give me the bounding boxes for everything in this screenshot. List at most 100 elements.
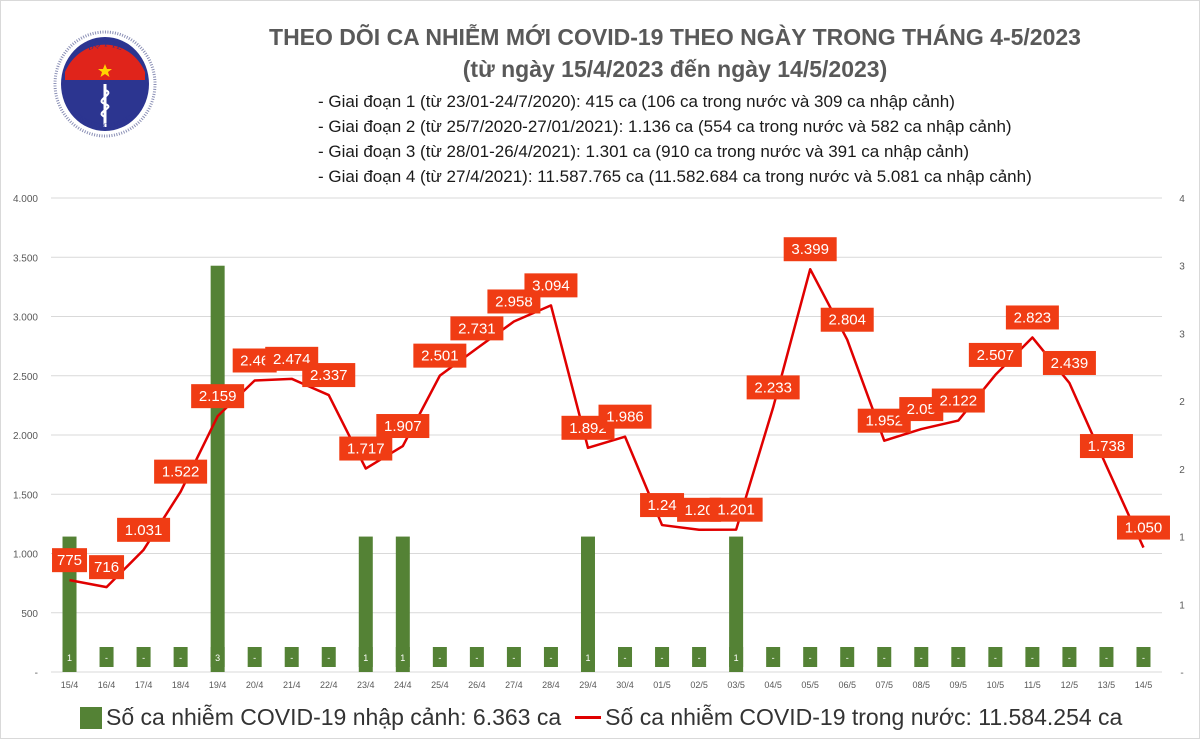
line-data-label: 2.823 bbox=[1014, 309, 1052, 326]
line-data-label-box bbox=[1116, 515, 1170, 540]
bar bbox=[580, 536, 595, 672]
bar-data-label: - bbox=[327, 653, 330, 663]
x-tick-label: 14/5 bbox=[1135, 680, 1153, 690]
line-data-label-box bbox=[640, 493, 685, 518]
x-tick-label: 03/5 bbox=[727, 680, 745, 690]
line-data-label-box bbox=[820, 307, 874, 332]
y-left-tick-label: 2.000 bbox=[13, 431, 38, 442]
bar-data-label: 3 bbox=[215, 653, 220, 663]
y-left-tick-label: 2.500 bbox=[13, 372, 38, 383]
bar-data-label: 1 bbox=[67, 653, 72, 663]
bar-data-label-box bbox=[840, 647, 855, 667]
y-right-tick-label: 3 bbox=[1179, 329, 1185, 340]
y-right-tick-label: 4 bbox=[1179, 194, 1185, 205]
x-tick-label: 09/5 bbox=[950, 680, 968, 690]
bar-data-label-box bbox=[469, 647, 484, 667]
bar-data-label-box bbox=[1025, 647, 1040, 667]
x-tick-label: 13/5 bbox=[1098, 680, 1116, 690]
bar-data-label-box bbox=[655, 647, 670, 667]
bar-data-label-box bbox=[358, 647, 373, 667]
line-data-label-box bbox=[783, 237, 837, 262]
x-tick-label: 05/5 bbox=[801, 680, 819, 690]
bar-data-label: - bbox=[846, 653, 849, 663]
line-data-label: 775 bbox=[57, 552, 82, 569]
bar-data-label-box bbox=[543, 647, 558, 667]
x-tick-label: 27/4 bbox=[505, 680, 523, 690]
combo-chart: - 500 1.000 1.500 2.000 2.500 3.000 3.500 4.000 -… bbox=[13, 194, 1185, 690]
x-tick-label: 18/4 bbox=[172, 680, 190, 690]
x-tick-label: 29/4 bbox=[579, 680, 597, 690]
x-tick-label: 28/4 bbox=[542, 680, 560, 690]
line-data-label-box bbox=[598, 404, 652, 429]
bar-data-label: - bbox=[809, 653, 812, 663]
bar-data-label: - bbox=[883, 653, 886, 663]
bar-data-label-box bbox=[136, 647, 151, 667]
bar-data-label: - bbox=[179, 653, 182, 663]
line-data-label: 1.201 bbox=[717, 502, 755, 519]
line-data-label: 2.439 bbox=[1051, 355, 1089, 372]
bar-data-label: - bbox=[1031, 653, 1034, 663]
bar-data-label-box bbox=[914, 647, 929, 667]
bar-data-label-box bbox=[284, 647, 299, 667]
line-data-label: 2.122 bbox=[940, 393, 978, 410]
line-data-label: 2.804 bbox=[828, 312, 866, 329]
line-data-label: 3.399 bbox=[791, 241, 829, 258]
x-tick-label: 02/5 bbox=[690, 680, 708, 690]
y-left-tick-label: 4.000 bbox=[13, 194, 38, 205]
bar-data-label: - bbox=[920, 653, 923, 663]
bar-data-label-box bbox=[1062, 647, 1077, 667]
line-data-label-box bbox=[931, 388, 985, 413]
y-right-tick-label: 3 bbox=[1179, 262, 1185, 273]
bar-data-label-box bbox=[395, 647, 410, 667]
line-data-label: 2.474 bbox=[273, 351, 311, 368]
bar-data-label: 1 bbox=[363, 653, 368, 663]
x-tick-label: 08/5 bbox=[913, 680, 931, 690]
legend: Số ca nhiễm COVID-19 nhập cảnh: 6.363 ca… bbox=[80, 704, 1122, 731]
phase-3-text: - Giai đoạn 3 (từ 28/01-26/4/2021): 1.30… bbox=[318, 142, 970, 161]
bar-data-label: - bbox=[994, 653, 997, 663]
line-data-label-box bbox=[376, 414, 430, 439]
bar-data-label-box bbox=[951, 647, 966, 667]
line-data-label: 1.050 bbox=[1125, 520, 1163, 537]
x-tick-label: 11/5 bbox=[1024, 680, 1041, 690]
line-data-label-box bbox=[52, 548, 88, 573]
line-data-label-box bbox=[968, 342, 1022, 367]
x-tick-label: 06/5 bbox=[838, 680, 856, 690]
line-data-label: 716 bbox=[94, 559, 119, 576]
line-data-label: 2.501 bbox=[421, 348, 459, 365]
ministry-of-health-logo: BỘ Y TẾ MINISTRY OF HEALTH bbox=[53, 30, 157, 138]
line-data-label-box bbox=[117, 517, 171, 542]
line-data-label: 2.507 bbox=[977, 347, 1015, 364]
line-data-label: 1.031 bbox=[125, 522, 163, 539]
bar-data-label: - bbox=[661, 653, 664, 663]
line-data-label: 2.337 bbox=[310, 367, 348, 384]
x-tick-label: 04/5 bbox=[764, 680, 782, 690]
bar-data-label-box bbox=[62, 647, 77, 667]
y-left-tick-label: - bbox=[35, 668, 38, 679]
bar-data-label-box bbox=[173, 647, 188, 667]
bar-data-label: - bbox=[475, 653, 478, 663]
bar-data-label: 1 bbox=[400, 653, 405, 663]
line-data-label: 2.46 bbox=[240, 352, 269, 369]
legend-line-label: Số ca nhiễm COVID-19 trong nước: 11.584.… bbox=[605, 704, 1123, 730]
line-data-label: 1.717 bbox=[347, 441, 385, 458]
bar-data-label: 1 bbox=[585, 653, 590, 663]
line-data-label: 1.522 bbox=[162, 464, 200, 481]
line-data-label: 1.952 bbox=[865, 413, 903, 430]
line-data-label: 2.958 bbox=[495, 293, 533, 310]
x-tick-label: 30/4 bbox=[616, 680, 634, 690]
bar-data-label-box bbox=[877, 647, 892, 667]
bar-data-label: - bbox=[698, 653, 701, 663]
bar-data-label: - bbox=[105, 653, 108, 663]
line-data-label: 2.731 bbox=[458, 320, 496, 337]
line-data-label-box bbox=[746, 375, 800, 400]
y-left-tick-label: 3.500 bbox=[13, 253, 38, 264]
bar bbox=[358, 536, 373, 672]
bar-data-label: 1 bbox=[734, 653, 739, 663]
line-series bbox=[69, 267, 1145, 589]
line-data-label: 2.233 bbox=[754, 379, 792, 396]
bar-data-label: - bbox=[1142, 653, 1145, 663]
bar-data-label: - bbox=[957, 653, 960, 663]
line-data-label-box bbox=[524, 273, 578, 298]
phase-1-text: - Giai đoạn 1 (từ 23/01-24/7/2020): 415 … bbox=[318, 92, 955, 111]
